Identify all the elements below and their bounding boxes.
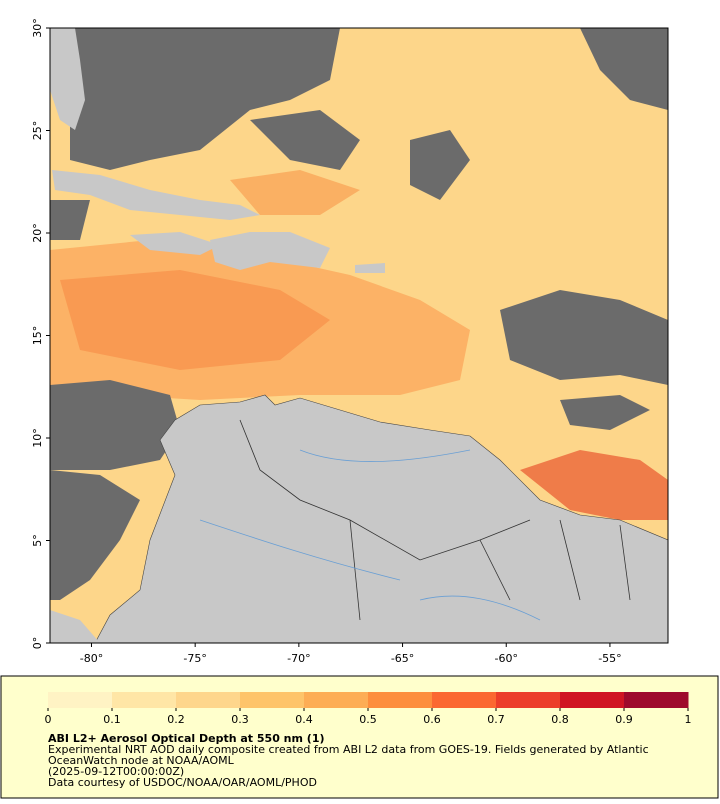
land [355, 263, 385, 273]
y-tick-label: 15° [31, 326, 44, 346]
y-tick-label: 30° [31, 18, 44, 38]
colorbar-segment [368, 692, 433, 708]
colorbar-segment [496, 692, 561, 708]
aod-patch [230, 170, 360, 215]
caption-title: ABI L2+ Aerosol Optical Depth at 550 nm … [48, 732, 325, 745]
y-tick-label: 20° [31, 223, 44, 243]
caption-line: (2025-09-12T00:00:00Z) [48, 765, 184, 778]
cloud [50, 380, 180, 470]
aod-plume-core [60, 270, 330, 370]
y-tick-label: 0° [31, 637, 44, 650]
colorbar-tick-label: 0.6 [423, 713, 441, 726]
x-tick-label: -75° [183, 652, 206, 665]
colorbar-tick-label: 0 [45, 713, 52, 726]
x-tick-label: -60° [495, 652, 518, 665]
land [50, 28, 85, 130]
caption-line: Data courtesy of USDOC/NOAA/OAR/AOML/PHO… [48, 776, 317, 789]
x-tick-label: -55° [598, 652, 621, 665]
axes: -80° -75° -70° -65° -60° -55° 0° 5° 10° 15° 20° 25°… [31, 18, 622, 665]
colorbar-segment [432, 692, 497, 708]
cloud [70, 28, 340, 170]
y-tick-label: 25° [31, 121, 44, 141]
x-tick-label: -70° [287, 652, 310, 665]
x-tick-label: -65° [391, 652, 414, 665]
colorbar-tick-label: 0.9 [615, 713, 633, 726]
colorbar-tick-label: 0.3 [231, 713, 249, 726]
y-tick-label: 10° [31, 428, 44, 448]
cloud [250, 110, 360, 170]
colorbar-tick-label: 0.1 [103, 713, 121, 726]
border [239, 419, 631, 621]
colorbar-tick-label: 0.4 [295, 713, 313, 726]
cloud [580, 28, 668, 110]
colorbar-segment [304, 692, 369, 708]
colorbar-segment [176, 692, 241, 708]
x-tick-label: -80° [80, 652, 103, 665]
colorbar-tick-label: 1 [685, 713, 692, 726]
colorbar-tick-label: 0.5 [359, 713, 377, 726]
cloud [50, 470, 140, 600]
colorbar-segment [240, 692, 305, 708]
y-tick-label: 5° [31, 534, 44, 547]
colorbar-segment [624, 692, 689, 708]
caption-line: OceanWatch node at NOAA/AOML [48, 754, 235, 767]
map-field [49, 27, 669, 644]
cloud [50, 200, 90, 240]
cloud [410, 130, 470, 200]
colorbar-tick-label: 0.7 [487, 713, 505, 726]
colorbar: 0 0.1 0.2 0.3 0.4 0.5 0.6 0.7 0.8 0.9 1 [45, 692, 692, 726]
colorbar-tick-label: 0.8 [551, 713, 569, 726]
land [94, 394, 669, 644]
land [130, 232, 220, 255]
aod-hotspot [520, 450, 668, 520]
river [199, 449, 541, 621]
land [52, 170, 260, 220]
colorbar-segment [112, 692, 177, 708]
colorbar-tick-label: 0.2 [167, 713, 185, 726]
colorbar-segment [560, 692, 625, 708]
land [210, 232, 330, 270]
colorbar-segment [48, 692, 113, 708]
cloud [500, 290, 668, 385]
cloud [560, 395, 650, 430]
caption-line: Experimental NRT AOD daily composite cre… [48, 743, 649, 756]
land [50, 610, 100, 643]
